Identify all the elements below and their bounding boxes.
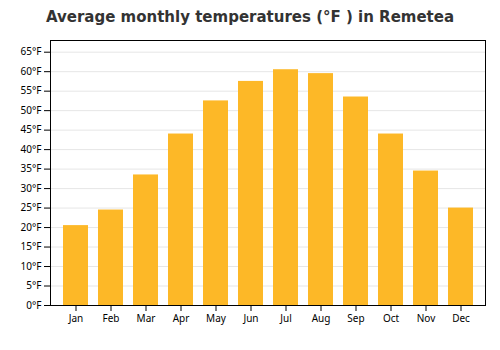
svg-text:20°F: 20°F <box>21 220 42 234</box>
svg-text:Mar: Mar <box>137 311 156 325</box>
svg-text:5°F: 5°F <box>26 278 41 292</box>
svg-text:40°F: 40°F <box>21 142 42 156</box>
svg-text:Jul: Jul <box>279 311 292 325</box>
svg-text:Sep: Sep <box>347 311 364 325</box>
svg-text:25°F: 25°F <box>21 200 42 214</box>
svg-text:55°F: 55°F <box>21 83 42 97</box>
svg-text:May: May <box>206 311 227 325</box>
svg-text:45°F: 45°F <box>21 122 42 136</box>
svg-text:0°F: 0°F <box>26 298 41 312</box>
svg-text:Oct: Oct <box>383 311 400 325</box>
svg-text:10°F: 10°F <box>21 259 42 273</box>
svg-text:60°F: 60°F <box>21 64 42 78</box>
svg-text:30°F: 30°F <box>21 181 42 195</box>
svg-text:35°F: 35°F <box>21 161 42 175</box>
svg-text:Aug: Aug <box>312 311 331 325</box>
html-text:Average monthly temperatures (: Average monthly temperatures (°F ) in Re… <box>45 8 455 26</box>
svg-text:Feb: Feb <box>103 311 120 325</box>
svg-text:15°F: 15°F <box>21 239 42 253</box>
svg-text:Dec: Dec <box>452 311 470 325</box>
svg-text:Nov: Nov <box>417 311 436 325</box>
svg-text:Apr: Apr <box>173 311 190 325</box>
svg-text:65°F: 65°F <box>21 44 42 58</box>
svg-text:Jan: Jan <box>68 311 84 325</box>
svg-text:Jun: Jun <box>242 311 258 325</box>
svg-text:50°F: 50°F <box>21 103 42 117</box>
